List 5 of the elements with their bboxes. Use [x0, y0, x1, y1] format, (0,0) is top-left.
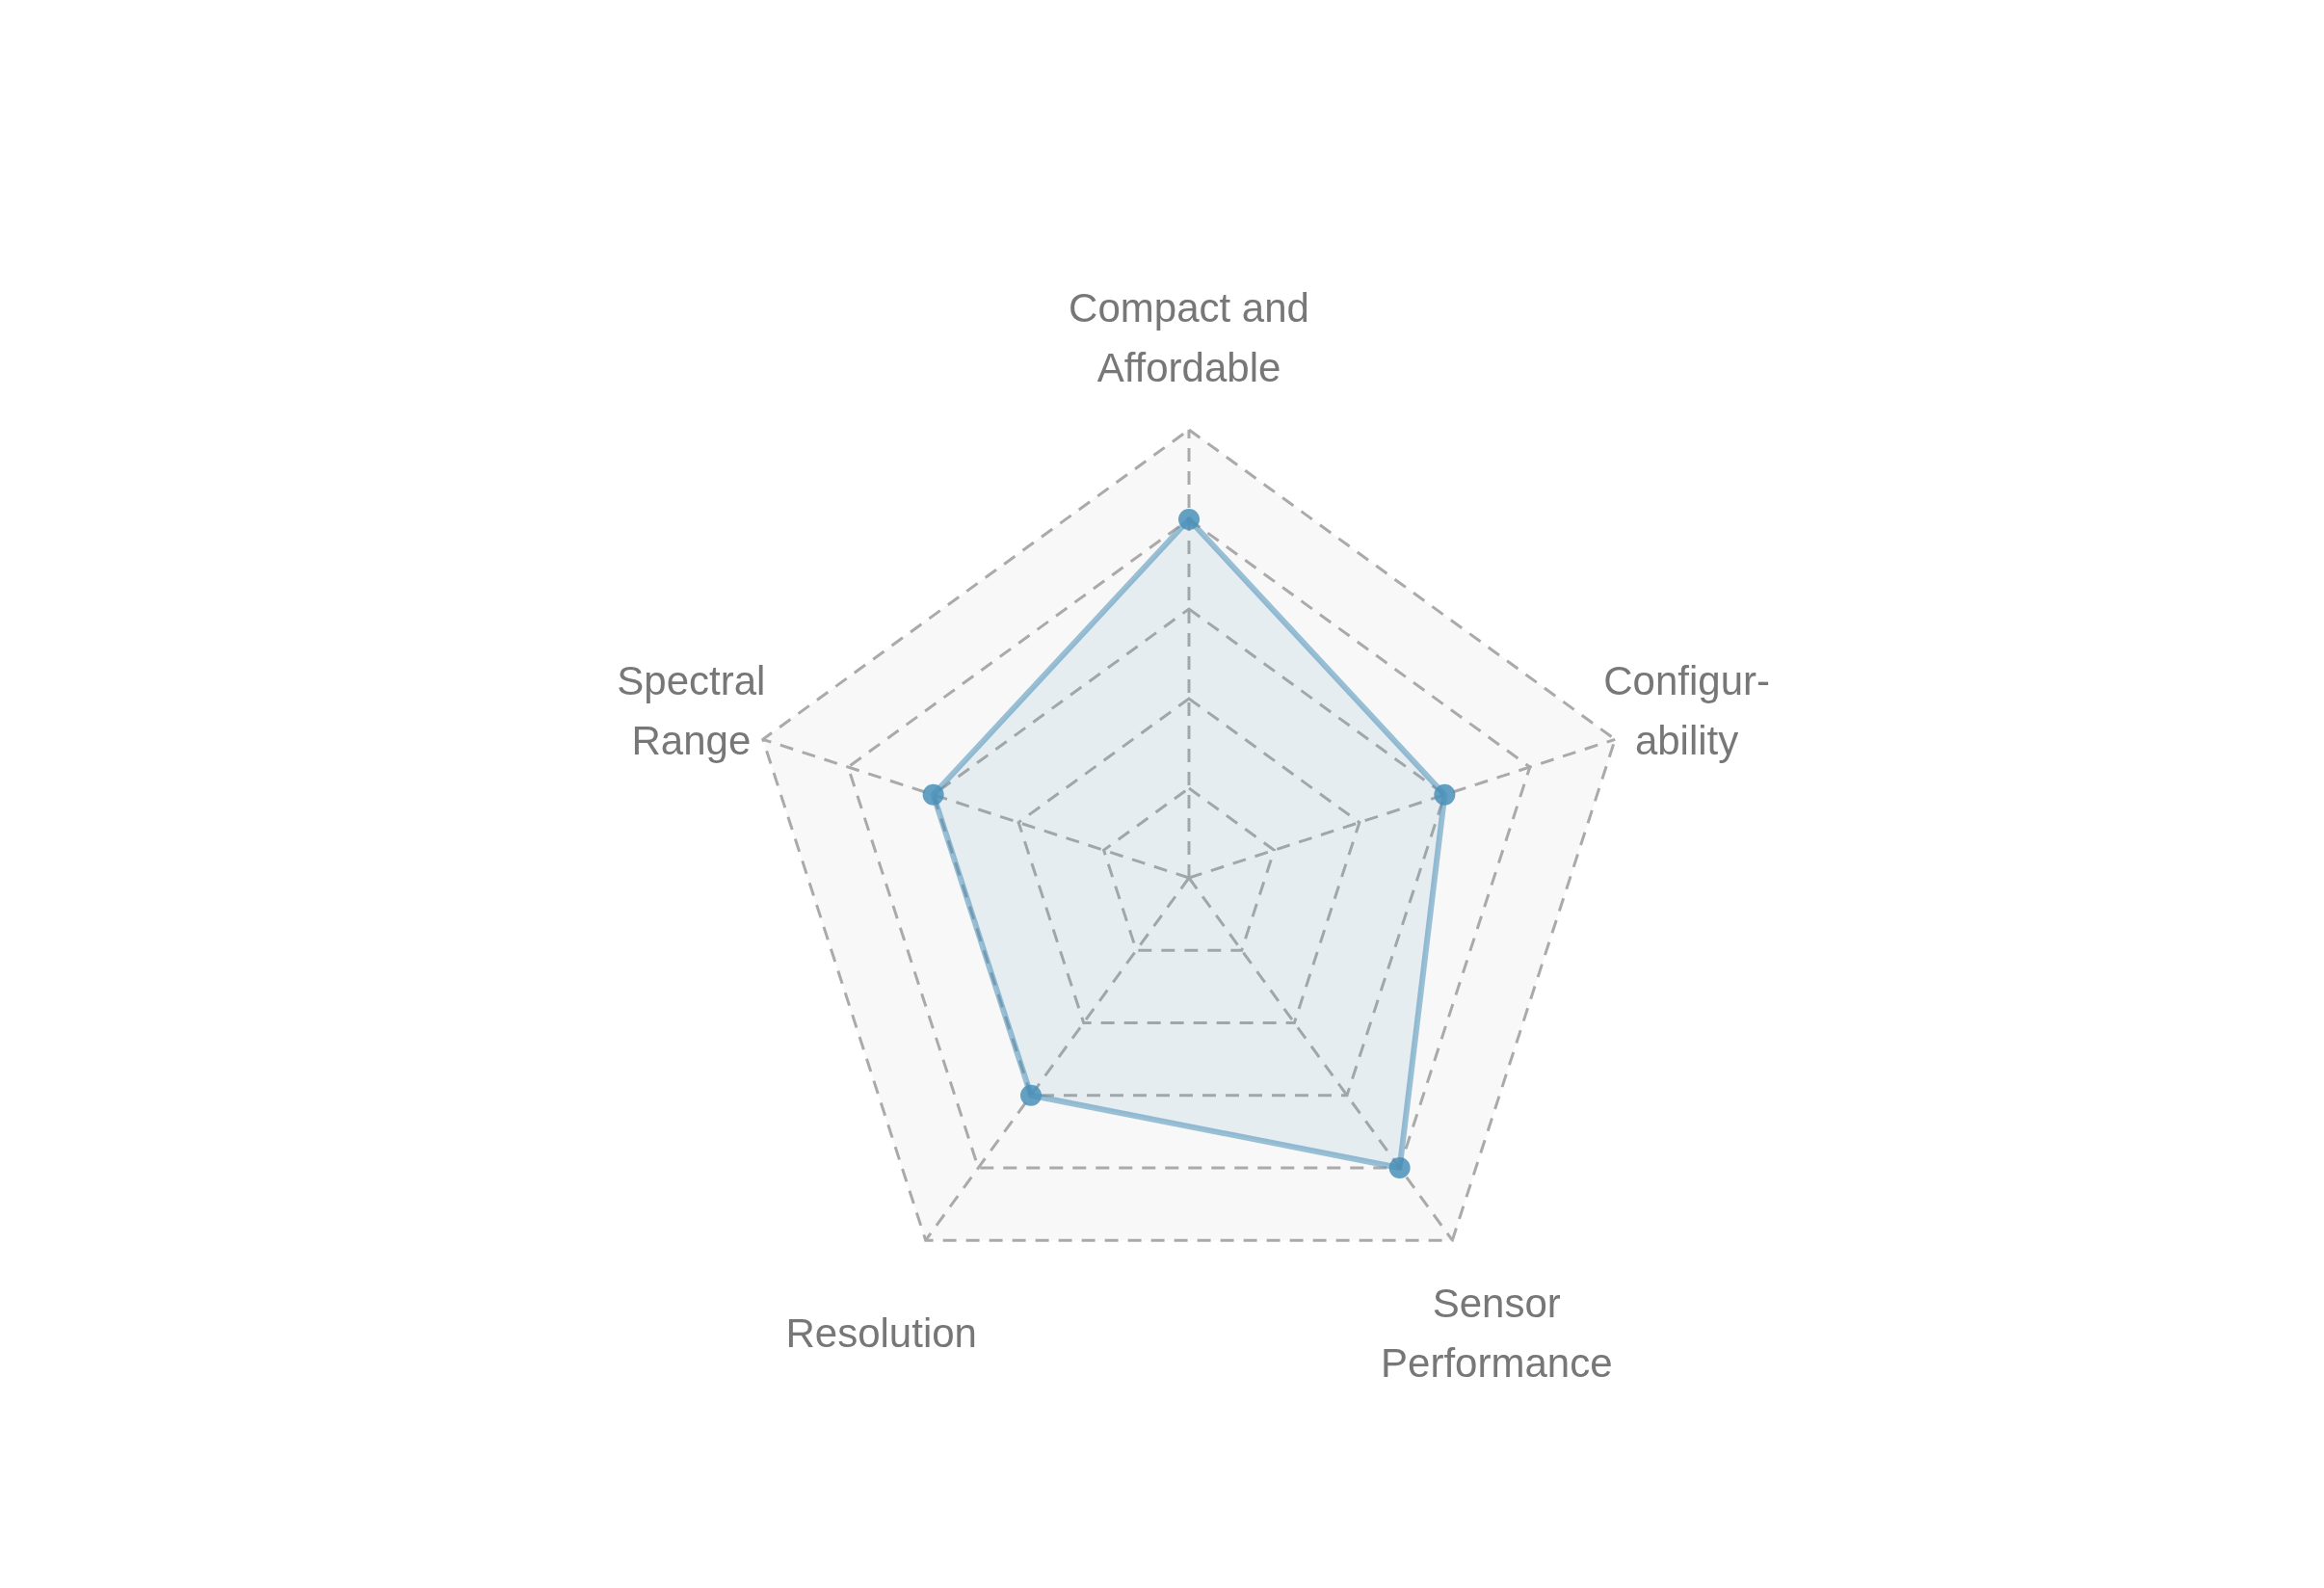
spoke-label: Spectral Range	[617, 657, 766, 763]
spoke-label: Sensor Performance	[1381, 1281, 1613, 1387]
spoke-label: Compact and Affordable	[1069, 285, 1309, 390]
spoke-label: Configur- ability	[1603, 657, 1770, 763]
spoke-label: Resolution	[785, 1310, 977, 1357]
